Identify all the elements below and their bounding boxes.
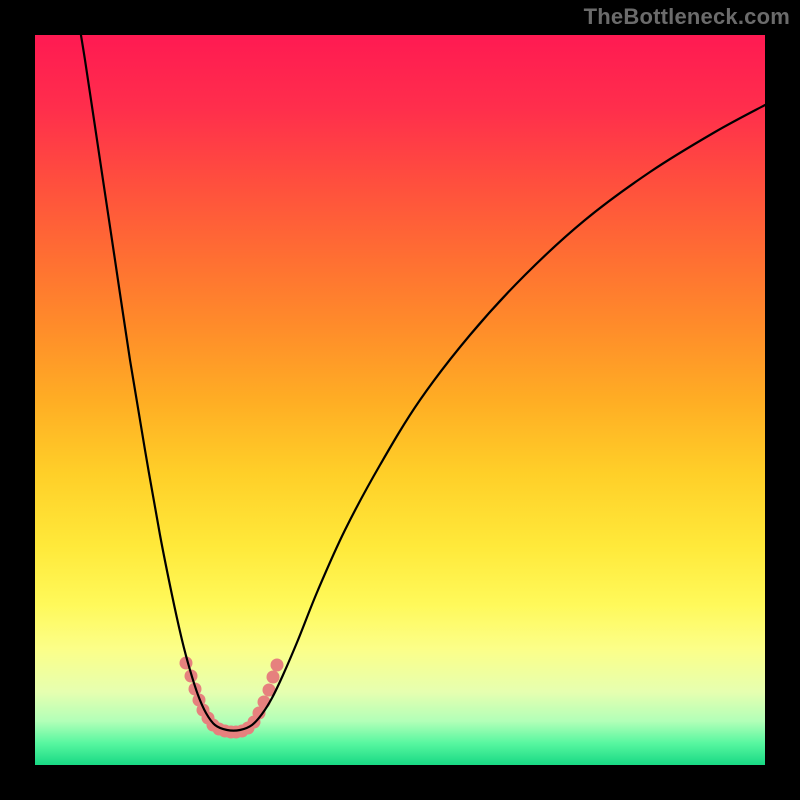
curve-layer <box>35 35 765 765</box>
plot-area <box>35 35 765 765</box>
chart-container: TheBottleneck.com <box>0 0 800 800</box>
bottleneck-curve <box>75 35 765 731</box>
valley-marker <box>267 671 280 684</box>
watermark-text: TheBottleneck.com <box>584 4 790 30</box>
valley-markers <box>180 657 284 739</box>
valley-marker <box>271 659 284 672</box>
